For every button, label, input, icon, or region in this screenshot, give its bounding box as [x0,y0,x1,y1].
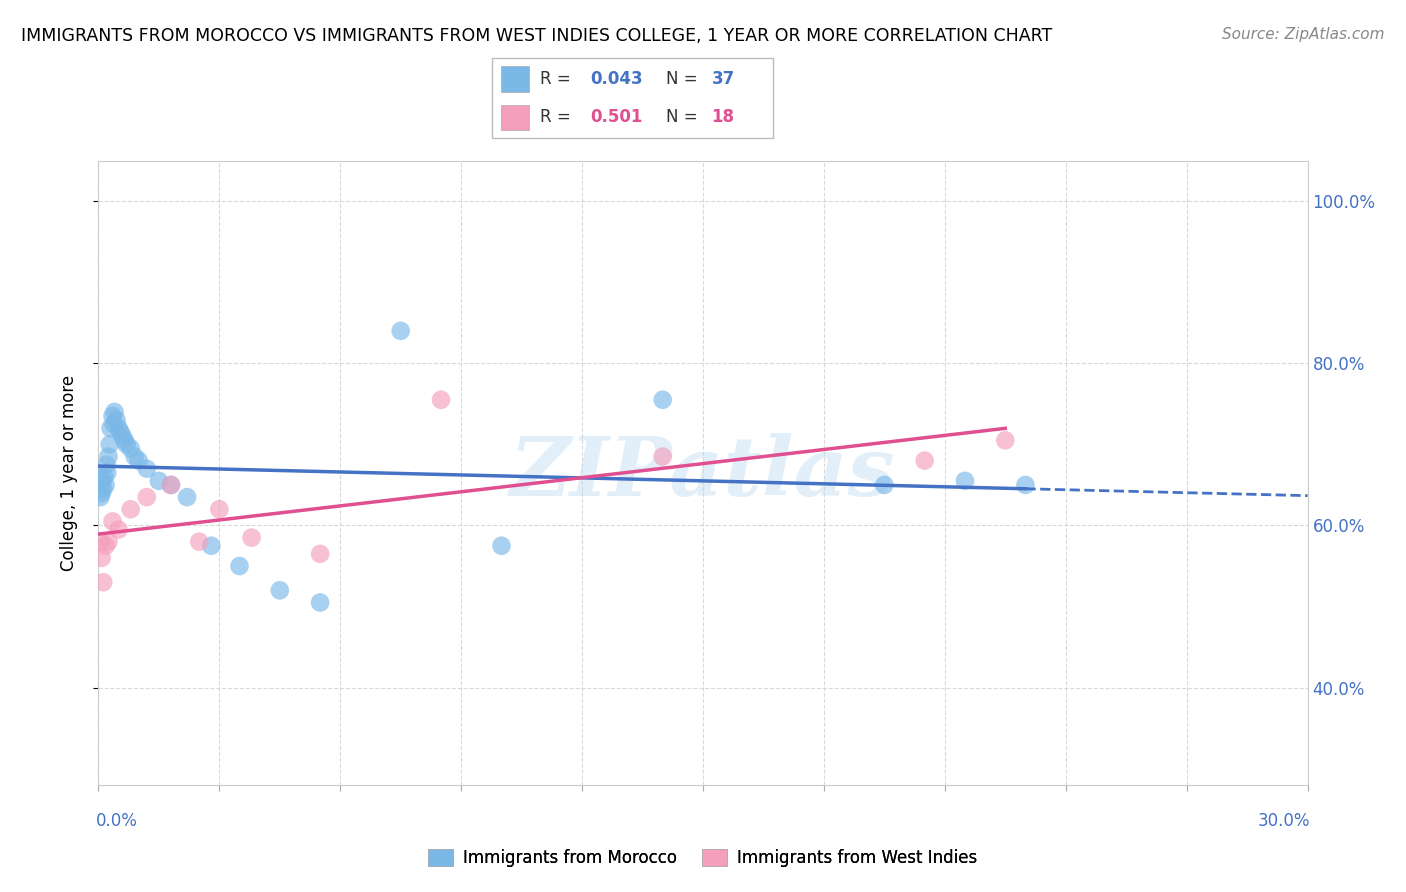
Point [240,531,263,545]
Legend: Immigrants from Morocco, Immigrants from West Indies: Immigrants from Morocco, Immigrants from… [422,842,984,873]
Point [994,434,1017,448]
Text: 18: 18 [711,109,734,127]
Point [98,437,121,451]
Text: 30.0%: 30.0% [1258,812,1310,830]
Text: ZIPatlas: ZIPatlas [510,433,896,513]
Point [135,461,157,475]
Point [105,413,128,427]
Point [124,450,146,464]
Point [309,547,332,561]
Point [228,559,250,574]
Point [96,458,118,472]
Point [114,434,136,448]
Text: IMMIGRANTS FROM MOROCCO VS IMMIGRANTS FROM WEST INDIES COLLEGE, 1 YEAR OR MORE C: IMMIGRANTS FROM MOROCCO VS IMMIGRANTS FR… [21,27,1052,45]
Point [269,583,291,598]
Point [94,478,117,492]
Text: 0.043: 0.043 [591,70,643,87]
Point [101,409,124,423]
Point [90,486,112,500]
Point [200,539,222,553]
Point [135,490,157,504]
Point [1014,478,1036,492]
Point [389,324,412,338]
FancyBboxPatch shape [501,66,529,92]
Point [111,429,134,443]
Point [91,474,114,488]
Point [97,534,120,549]
Text: 37: 37 [711,70,735,87]
Point [208,502,231,516]
Text: 0.501: 0.501 [591,109,643,127]
Point [430,392,453,407]
Point [100,421,122,435]
Point [89,534,111,549]
Point [115,437,138,451]
Point [103,417,125,431]
Point [110,425,132,440]
Point [160,478,183,492]
Point [90,550,112,565]
Point [176,490,198,504]
FancyBboxPatch shape [492,58,773,138]
Point [491,539,513,553]
Point [89,490,111,504]
Point [309,595,332,609]
Point [107,523,129,537]
Point [91,575,114,590]
Point [651,450,673,464]
Point [914,453,936,467]
Text: R =: R = [540,109,571,127]
Point [101,515,124,529]
Point [96,466,118,480]
Text: 0.0%: 0.0% [96,812,138,830]
Text: Source: ZipAtlas.com: Source: ZipAtlas.com [1222,27,1385,42]
FancyBboxPatch shape [501,104,529,130]
Point [103,405,125,419]
Point [91,482,114,496]
Point [107,421,129,435]
Point [94,539,117,553]
Point [651,392,673,407]
Point [953,474,976,488]
Y-axis label: College, 1 year or more: College, 1 year or more [59,375,77,571]
Point [120,502,142,516]
Text: N =: N = [666,70,697,87]
Point [148,474,170,488]
Point [93,470,115,484]
Point [873,478,896,492]
Point [128,453,150,467]
Point [97,450,120,464]
Text: R =: R = [540,70,571,87]
Point [120,442,142,456]
Point [160,478,183,492]
Text: N =: N = [666,109,697,127]
Point [188,534,211,549]
